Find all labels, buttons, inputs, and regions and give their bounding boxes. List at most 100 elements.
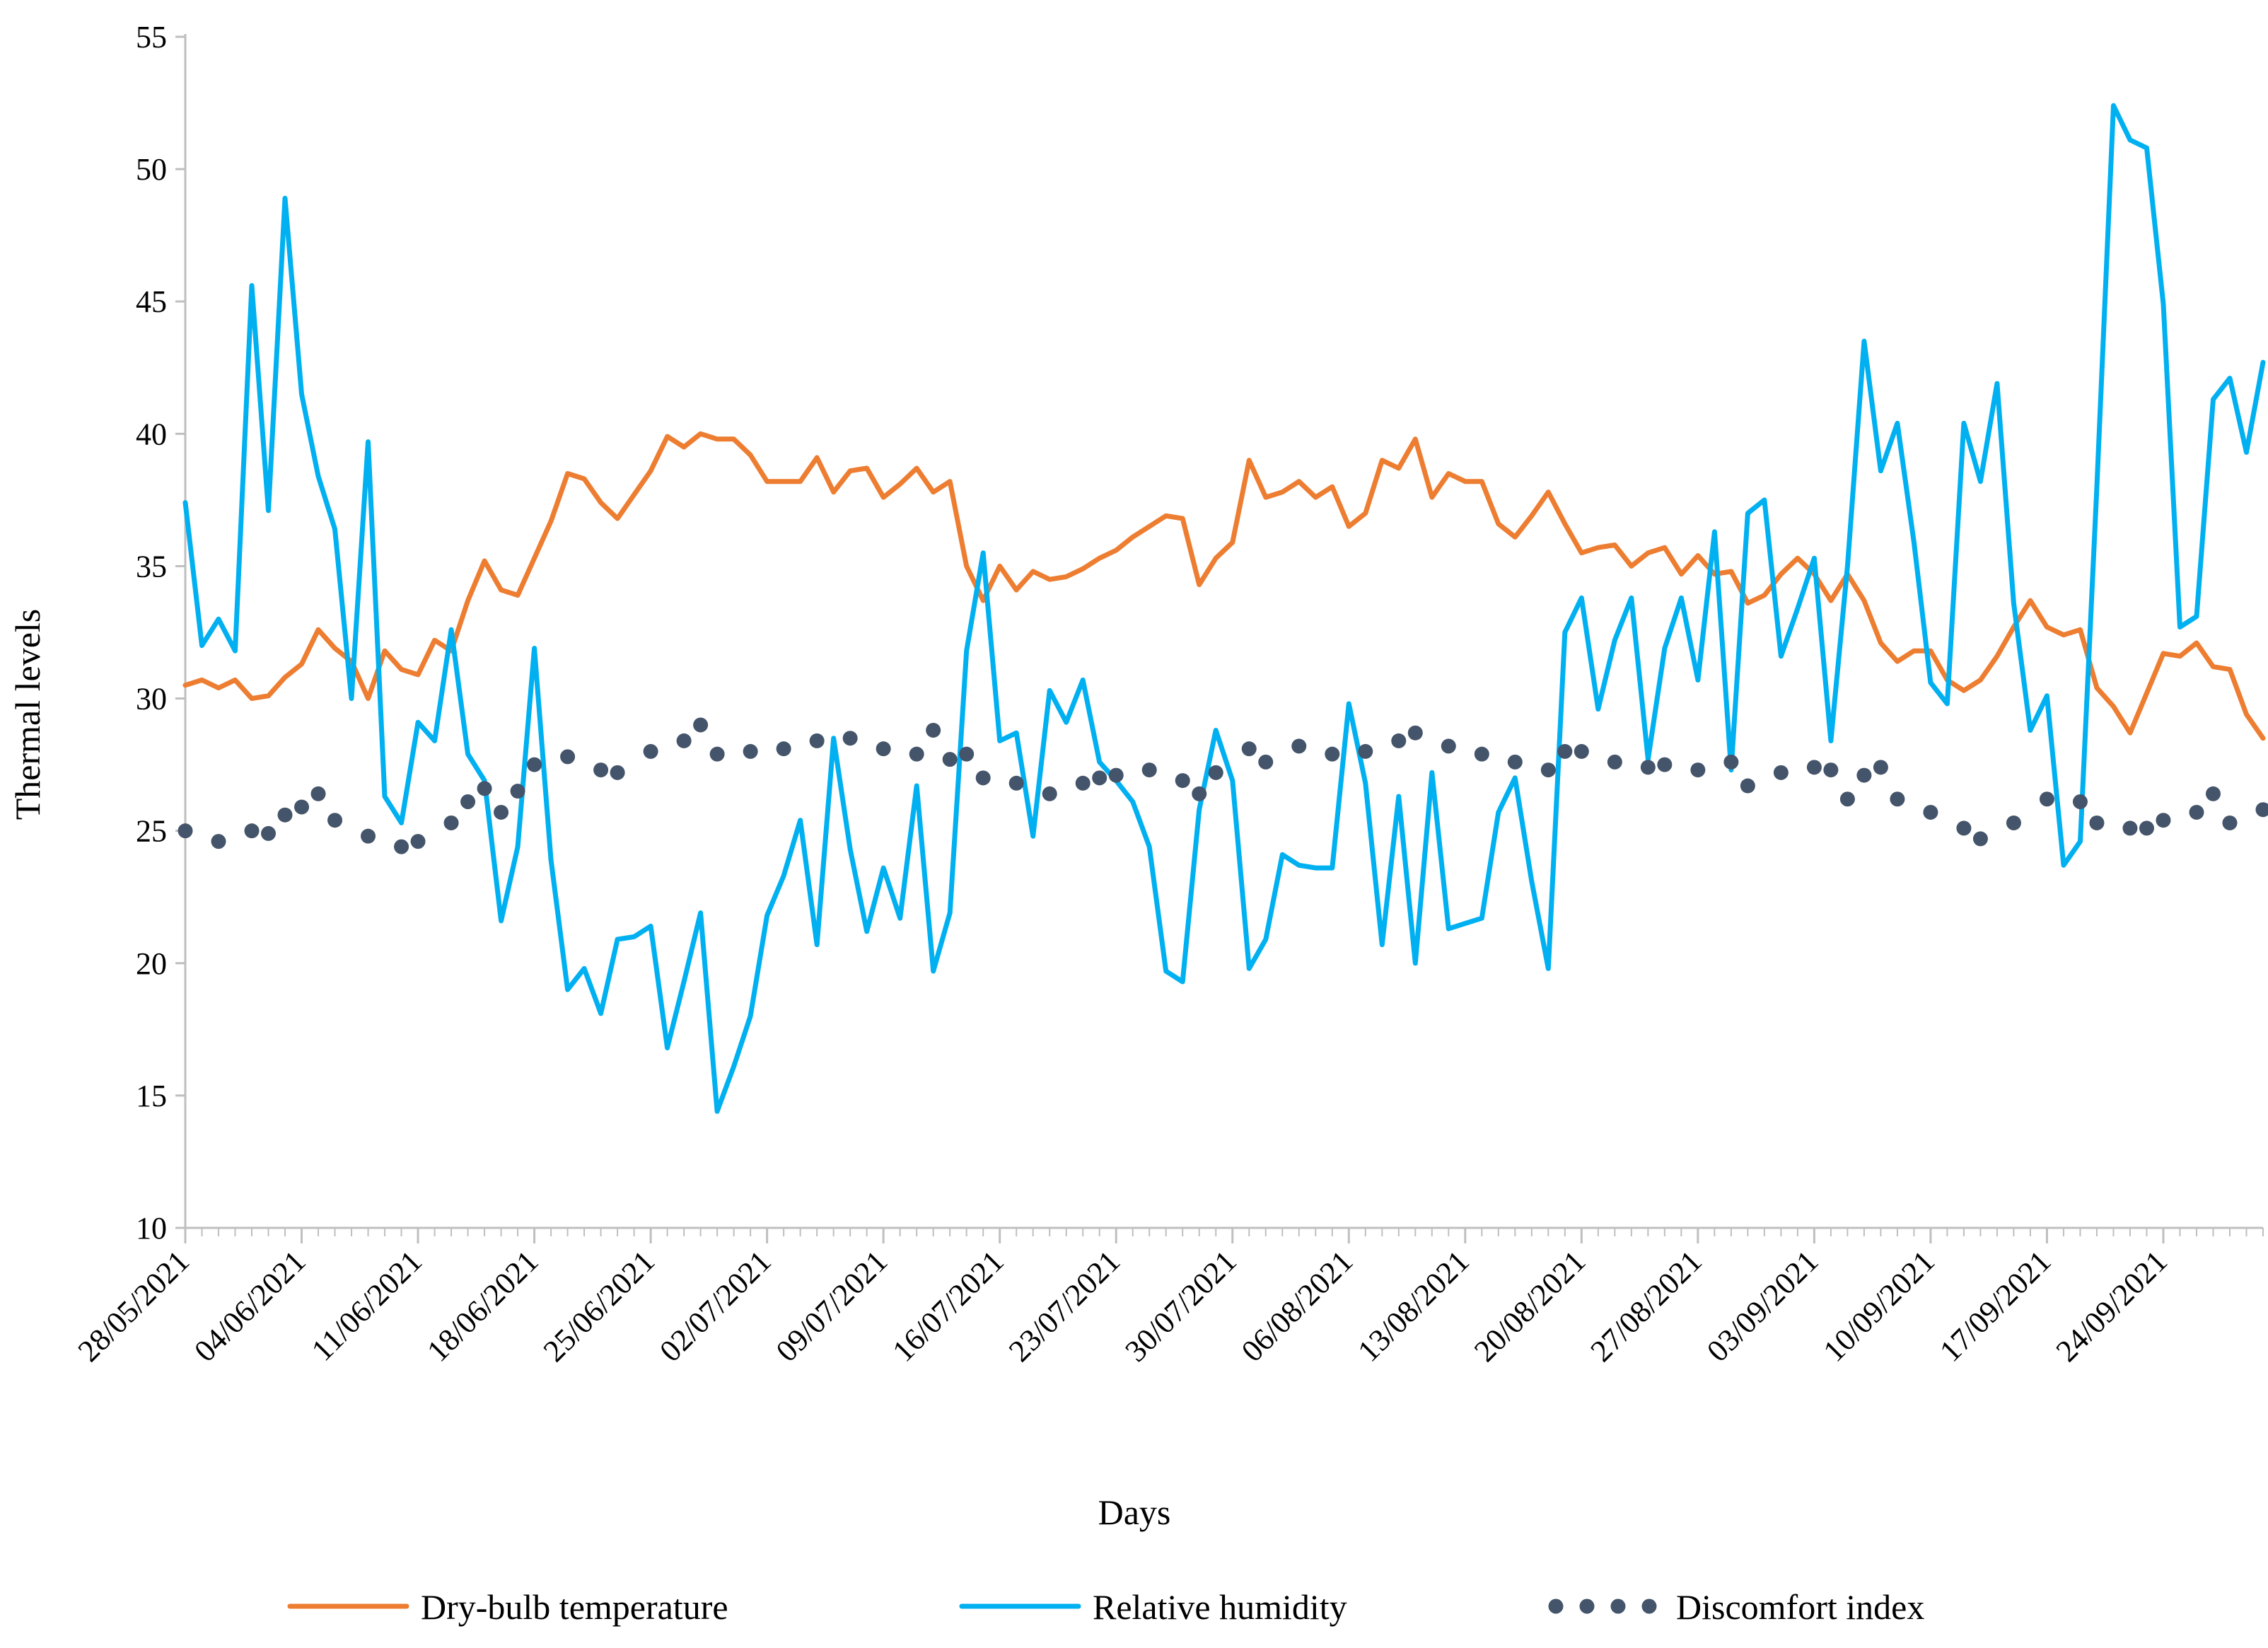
x-tick-label: 16/07/2021 (885, 1243, 1010, 1368)
discomfort-index-point (1291, 738, 1307, 754)
x-tick-label: 09/07/2021 (769, 1243, 894, 1368)
y-tick-label: 55 (136, 20, 167, 54)
discomfort-index-point (1740, 778, 1755, 794)
discomfort-index-point (593, 762, 609, 778)
discomfort-index-point (1873, 760, 1888, 775)
discomfort-index-point (443, 815, 459, 830)
discomfort-index-point (294, 799, 310, 815)
legend-label-relative-humidity: Relative humidity (1093, 1587, 1347, 1627)
x-tick-label: 24/09/2021 (2049, 1243, 2174, 1368)
dry-bulb-temperature-series-line (182, 431, 2266, 741)
legend-label-dry-bulb-temperature: Dry-bulb temperature (421, 1587, 728, 1627)
discomfort-index-point (310, 786, 326, 801)
discomfort-index-point (1890, 791, 1905, 807)
discomfort-index-point (2156, 813, 2171, 828)
x-tick-label: 18/06/2021 (420, 1243, 545, 1368)
discomfort-index-point (1391, 733, 1407, 748)
discomfort-index-point (277, 807, 293, 823)
plot-series (178, 103, 2268, 1114)
discomfort-index-point (1008, 775, 1024, 791)
discomfort-index-point (1175, 773, 1190, 789)
x-tick-label: 28/05/2021 (71, 1243, 196, 1368)
legend-item-dry-bulb-temperature: Dry-bulb temperature (287, 1587, 728, 1627)
discomfort-index-point (1640, 760, 1656, 775)
discomfort-index-point (244, 823, 260, 839)
relative-humidity-series-line (182, 103, 2266, 1114)
discomfort-index-point (1042, 786, 1057, 801)
discomfort-index-point (1839, 791, 1855, 807)
x-tick-label: 17/09/2021 (1933, 1243, 2057, 1368)
y-tick-label: 20 (136, 946, 167, 981)
x-tick-label: 10/09/2021 (1817, 1243, 1941, 1368)
y-tick-label: 35 (136, 549, 167, 584)
x-tick-label: 20/08/2021 (1467, 1243, 1592, 1368)
discomfort-index-point (2189, 804, 2204, 820)
discomfort-index-point (1241, 741, 1257, 757)
y-tick-label: 30 (136, 682, 167, 716)
discomfort-index-point (2089, 815, 2105, 830)
legend: Dry-bulb temperature Relative humidity Dis… (287, 1587, 1924, 1627)
discomfort-index-point (1607, 754, 1622, 770)
discomfort-index-point (842, 731, 858, 746)
discomfort-index-point (1773, 765, 1789, 780)
legend-swatch-dot (1579, 1598, 1595, 1614)
x-tick-label: 27/08/2021 (1584, 1243, 1709, 1368)
discomfort-index-point (2139, 820, 2154, 836)
discomfort-index-series (178, 717, 2268, 854)
discomfort-index-point (261, 825, 277, 841)
y-axis: 10 15 20 25 30 35 40 45 50 55 (136, 20, 187, 1246)
legend-swatch-dot (1548, 1598, 1564, 1614)
discomfort-index-point (1806, 760, 1822, 775)
discomfort-index-point (460, 794, 476, 810)
discomfort-index-point (1441, 738, 1456, 754)
discomfort-index-point (1258, 754, 1274, 770)
discomfort-index-point (2039, 791, 2054, 807)
discomfort-index-point (1325, 746, 1340, 762)
legend-item-relative-humidity: Relative humidity (959, 1587, 1347, 1627)
discomfort-index-point (1723, 754, 1739, 770)
x-tick-label: 02/07/2021 (653, 1243, 777, 1368)
discomfort-index-point (1540, 762, 1556, 778)
discomfort-index-point (1690, 762, 1706, 778)
x-axis-title: Days (1098, 1492, 1171, 1532)
discomfort-index-point (477, 781, 492, 796)
discomfort-index-point (361, 828, 376, 844)
discomfort-index-point (394, 839, 409, 854)
discomfort-index-point (1208, 765, 1223, 780)
discomfort-index-point (610, 765, 625, 780)
legend-item-discomfort-index: Discomfort index (1548, 1587, 1924, 1627)
discomfort-index-point (743, 743, 758, 759)
discomfort-index-point (2222, 815, 2238, 830)
discomfort-index-point (1108, 767, 1124, 783)
x-tick-label: 04/06/2021 (187, 1243, 312, 1368)
x-tick-label: 13/08/2021 (1351, 1243, 1475, 1368)
y-tick-label: 45 (136, 284, 167, 319)
discomfort-index-point (527, 757, 542, 772)
discomfort-index-point (1358, 743, 1373, 759)
discomfort-index-point (178, 823, 193, 839)
discomfort-index-point (1507, 754, 1523, 770)
discomfort-index-point (1192, 786, 1207, 801)
discomfort-index-point (327, 813, 343, 828)
discomfort-index-point (1574, 743, 1589, 759)
y-tick-label: 10 (136, 1211, 167, 1246)
discomfort-index-point (1657, 757, 1673, 772)
discomfort-index-point (410, 834, 426, 849)
discomfort-index-point (1823, 762, 1839, 778)
legend-label-discomfort-index: Discomfort index (1676, 1587, 1924, 1627)
discomfort-index-point (809, 733, 825, 748)
discomfort-index-point (693, 717, 709, 733)
x-tick-label: 30/07/2021 (1118, 1243, 1243, 1368)
discomfort-index-point (876, 741, 891, 757)
discomfort-index-point (211, 834, 226, 849)
discomfort-index-point (676, 733, 692, 748)
discomfort-index-point (942, 752, 958, 767)
legend-swatch-dot (1641, 1598, 1657, 1614)
discomfort-index-point (926, 722, 941, 738)
x-tick-label: 11/06/2021 (305, 1243, 429, 1367)
discomfort-index-point (560, 749, 576, 765)
x-tick-label: 06/08/2021 (1235, 1243, 1359, 1368)
discomfort-index-point (2205, 786, 2221, 801)
discomfort-index-point (975, 770, 991, 786)
